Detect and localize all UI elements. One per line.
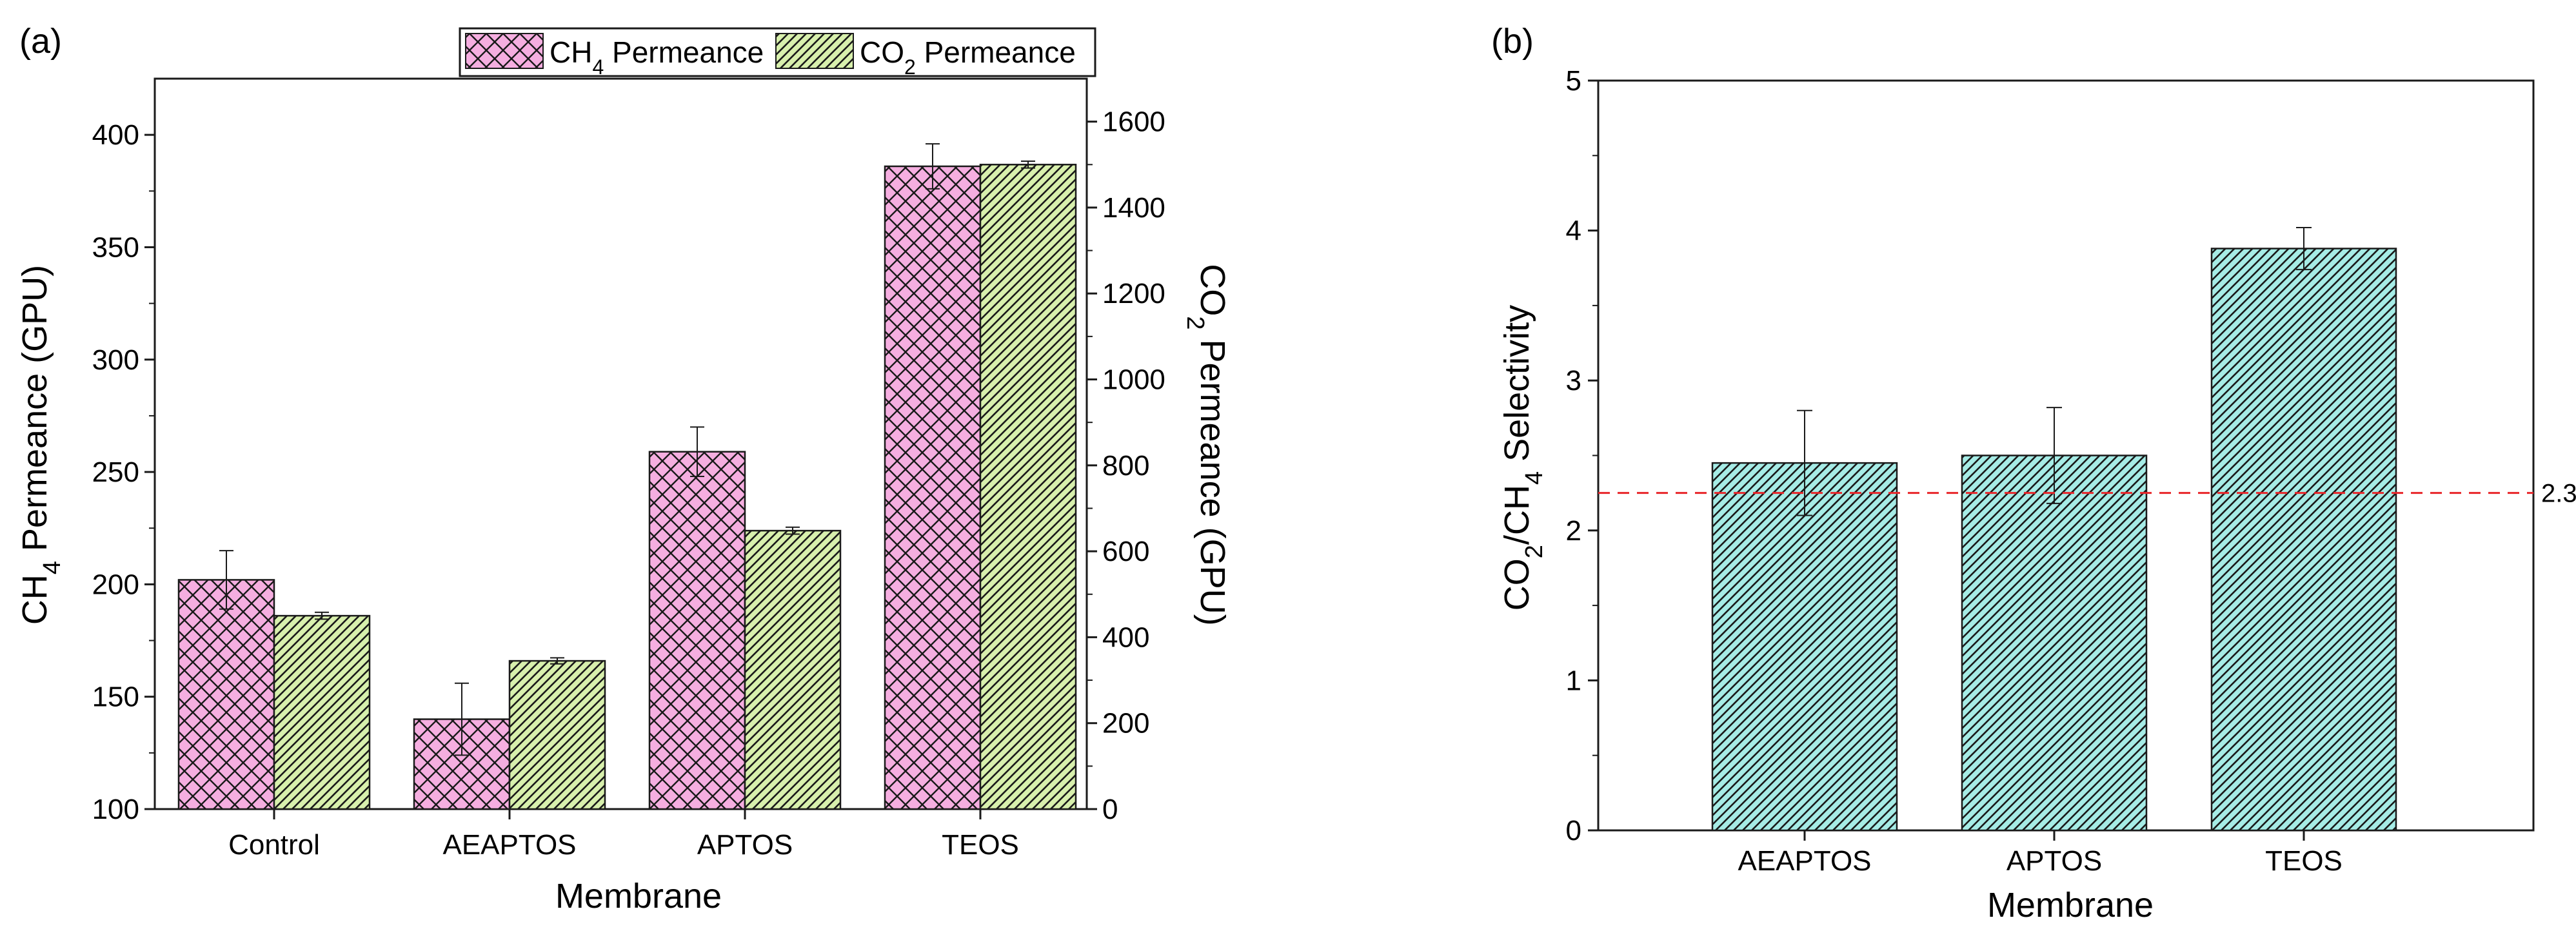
bar-co2: [273, 614, 371, 810]
x-tick-label: APTOS: [697, 829, 793, 861]
bar-co2: [508, 660, 606, 810]
legend-co2-main: CO: [860, 35, 904, 69]
left-tick-label: 350: [92, 231, 139, 263]
left-tick-label: 0: [1566, 815, 1581, 846]
panel-a-label: (a): [19, 22, 62, 61]
panel-b-reference: 2.31: [1598, 480, 2576, 508]
panel-a-y2label: CO2 Permeance (GPU): [1182, 264, 1232, 625]
left-tick-label: 4: [1566, 215, 1581, 247]
left-tick-label: 2: [1566, 515, 1581, 547]
left-tick-label: 5: [1566, 65, 1581, 97]
panel-b-xlabel: Membrane: [1987, 886, 2154, 924]
legend-swatch-co2: [775, 33, 854, 69]
panel-a-xlabel: Membrane: [555, 877, 722, 915]
bar-selectivity: [1961, 455, 2148, 832]
right-tick-label: 1000: [1102, 364, 1165, 396]
panel-a-legend: CH4 Permeance CO2 Permeance: [459, 27, 1096, 79]
legend-label-ch4: CH4 Permeance: [550, 35, 764, 79]
bar-ch4: [177, 579, 275, 810]
bar-ch4: [884, 165, 982, 810]
sel-label-a: CO: [1498, 558, 1536, 611]
left-tick-label: 100: [92, 794, 139, 825]
left-tick-label: 250: [92, 456, 139, 488]
left-tick-label: 400: [92, 119, 139, 151]
left-tick-label: 200: [92, 569, 139, 600]
panel-b-x-axis: AEAPTOS APTOS TEOS: [1738, 830, 2343, 877]
legend-co2-sub: 2: [904, 55, 916, 79]
legend-label-co2: CO2 Permeance: [860, 35, 1076, 79]
bar-co2: [979, 164, 1077, 810]
bar-co2: [744, 529, 842, 810]
x-tick-label: TEOS: [2265, 845, 2343, 877]
panel-a-ylabel: CH4 Permeance (GPU): [15, 265, 66, 625]
sel-label-sub1: 2: [1521, 545, 1548, 558]
panel-a-left-axis: 100 150 200 250 300 350 400: [92, 119, 155, 825]
panel-a-frame: [154, 77, 1088, 810]
right-tick-label: 1400: [1102, 192, 1165, 224]
sel-label-b: /CH: [1498, 485, 1536, 545]
panel-a: (a) 100 150 200 250 300 350 400 0 200 400 600 800 1…: [15, 22, 1232, 915]
legend-swatch-ch4: [465, 33, 544, 69]
bar-selectivity: [1711, 462, 1898, 832]
y2label-rest: Permeance (GPU): [1193, 330, 1232, 626]
sel-label-sub2: 4: [1521, 471, 1548, 485]
x-tick-label: APTOS: [2006, 845, 2102, 877]
ylabel-main: CH: [15, 574, 54, 625]
x-tick-label: Control: [228, 829, 320, 861]
right-tick-label: 400: [1102, 621, 1149, 653]
ylabel-rest: Permeance (GPU): [15, 265, 54, 561]
panel-b-label: (b): [1491, 22, 1534, 61]
legend-co2-rest: Permeance: [916, 35, 1076, 69]
right-tick-label: 1200: [1102, 278, 1165, 309]
left-tick-label: 150: [92, 681, 139, 713]
right-tick-label: 1600: [1102, 106, 1165, 138]
panel-b-left-axis: 0 1 2 3 4 5: [1566, 65, 1598, 846]
left-tick-label: 1: [1566, 665, 1581, 696]
panel-a-right-axis: 0 200 400 600 800 1000 1200 1400 1600: [1087, 106, 1165, 825]
panel-a-bars: [177, 143, 1077, 810]
y2label-sub: 2: [1182, 316, 1209, 329]
bar-selectivity: [2210, 248, 2397, 832]
legend-ch4-sub: 4: [592, 55, 604, 79]
x-tick-label: AEAPTOS: [1738, 845, 1871, 877]
legend-ch4-main: CH: [550, 35, 592, 69]
panel-b-bars: [1711, 226, 2397, 832]
reference-line-label: 2.31: [2541, 480, 2576, 508]
y2label-main: CO: [1193, 264, 1232, 316]
bar-ch4: [648, 451, 746, 810]
panel-a-x-axis: Control AEAPTOS APTOS TEOS: [228, 809, 1019, 861]
right-tick-label: 0: [1102, 794, 1118, 825]
x-tick-label: AEAPTOS: [442, 829, 576, 861]
right-tick-label: 800: [1102, 450, 1149, 482]
ylabel-sub: 4: [39, 561, 66, 574]
x-tick-label: TEOS: [942, 829, 1019, 861]
panel-b-ylabel: CO2/CH4 Selectivity: [1498, 305, 1548, 611]
right-tick-label: 200: [1102, 708, 1149, 739]
left-tick-label: 3: [1566, 365, 1581, 396]
legend-ch4-rest: Permeance: [604, 35, 764, 69]
left-tick-label: 300: [92, 344, 139, 376]
sel-label-c: Selectivity: [1498, 305, 1536, 471]
right-tick-label: 600: [1102, 536, 1149, 567]
